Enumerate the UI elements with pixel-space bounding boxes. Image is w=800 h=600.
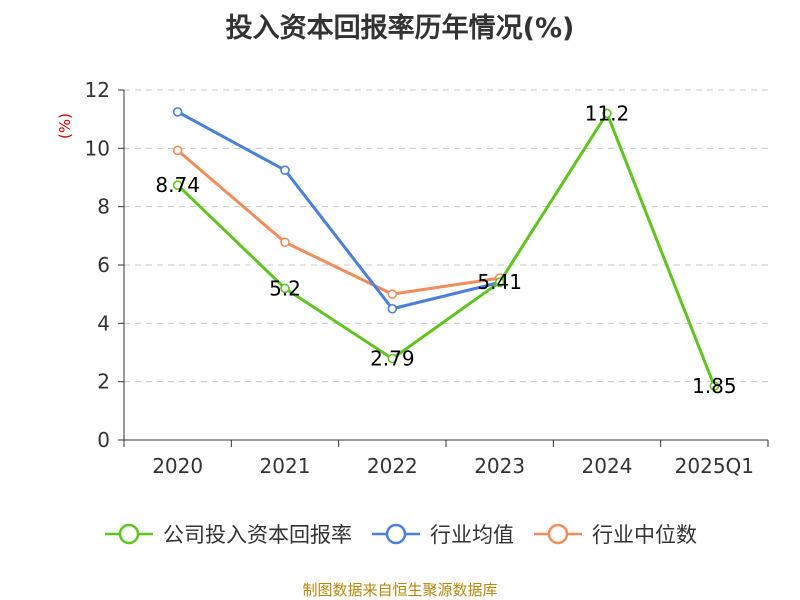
y-tick-label: 8 (97, 195, 110, 219)
series-2 (172, 145, 505, 299)
data-point (280, 237, 290, 248)
y-tick-label: 2 (97, 370, 110, 394)
data-labels: 8.74 5.2 2.79 5.41 11.2 1.85 (155, 101, 736, 398)
data-point (280, 165, 290, 176)
y-tick-label: 10 (85, 136, 110, 160)
legend-label: 公司投入资本回报率 (163, 523, 352, 547)
data-point (280, 283, 290, 294)
chart-title: 投入资本回报率历年情况(%) (225, 13, 575, 44)
data-point (387, 303, 398, 314)
series-line (176, 111, 716, 387)
series-line (176, 110, 501, 311)
source-note: 制图数据来自恒生聚源数据库 (302, 581, 498, 599)
y-tick-label: 12 (85, 78, 110, 102)
x-tick-label: 2024 (582, 454, 633, 478)
series-1 (172, 107, 505, 314)
data-point (387, 289, 398, 299)
data-label: 2.79 (370, 347, 415, 371)
data-label: 8.74 (155, 173, 200, 197)
series-group (172, 107, 720, 391)
data-label: 5.2 (269, 276, 301, 300)
data-point (494, 277, 505, 288)
data-point (172, 107, 183, 117)
y-tick-label: 6 (97, 253, 110, 277)
data-label: 1.85 (692, 374, 737, 398)
legend-item[interactable]: 行业中位数 (532, 519, 697, 549)
x-tick-label: 2022 (367, 454, 418, 478)
y-tick-label: 4 (97, 311, 110, 335)
line-chart: 0 2 4 6 8 10 12 2020 2021 2022 2023 2024 2025Q1 (%) 8… (56, 78, 769, 478)
legend-line-circle-icon (534, 523, 582, 545)
data-label: 11.2 (585, 101, 630, 125)
data-label: 5.41 (477, 270, 522, 294)
x-tick-label: 2020 (152, 454, 203, 478)
legend-line-circle-icon (372, 523, 420, 545)
data-point (602, 108, 612, 119)
data-point (172, 145, 183, 156)
legend: 公司投入资本回报率 行业均值 行业中位数 (0, 519, 800, 549)
data-point (709, 381, 720, 391)
axes: 0 2 4 6 8 10 12 2020 2021 2022 2023 2024 2025Q1 (%) (56, 78, 769, 478)
data-point (172, 180, 183, 190)
y-axis-label: (%) (56, 113, 74, 139)
x-tick-label: 2023 (474, 454, 525, 478)
legend-item[interactable]: 行业均值 (370, 519, 514, 549)
gridlines (124, 89, 768, 383)
legend-line-circle-icon (105, 523, 153, 545)
data-point (387, 353, 398, 364)
x-tick-label: 2021 (260, 454, 311, 478)
legend-label: 行业中位数 (592, 523, 697, 547)
legend-item[interactable]: 公司投入资本回报率 (103, 519, 352, 549)
series-line (176, 149, 500, 296)
y-tick-label: 0 (97, 428, 110, 452)
series-0 (172, 108, 720, 391)
legend-label: 行业均值 (430, 523, 514, 547)
x-tick-label: 2025Q1 (675, 454, 754, 478)
